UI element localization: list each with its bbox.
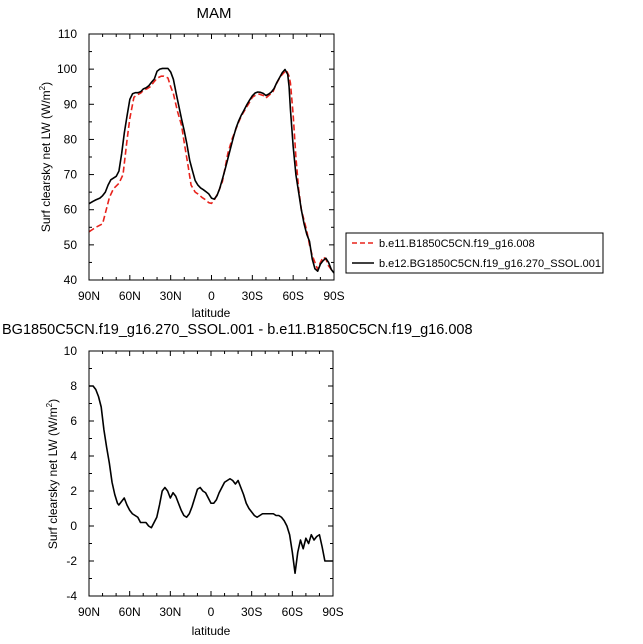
bottom-y-tick-label: -4 (66, 589, 77, 603)
bottom-chart: BG1850C5CN.f19_g16.270_SSOL.001 - b.e11.… (2, 322, 473, 638)
top-y-axis-label: Surf clearsky net LW (W/m2) (38, 82, 53, 232)
bottom-x-tick-label: 30S (241, 605, 262, 619)
top-y-axis-label-base: Surf clearsky net LW (W/m (39, 90, 53, 232)
top-x-tick-label: 0 (208, 289, 215, 303)
top-y-axis-label-sup: 2 (38, 85, 47, 90)
top-plot-area: 90N 60N 30N 0 30S 60S 90S 40 50 60 70 80 90 100 110 (57, 27, 345, 303)
top-y-tick-label: 90 (64, 97, 78, 111)
top-x-tick-label: 90N (78, 289, 100, 303)
top-x-axis-label: latitude (192, 306, 231, 320)
bottom-y-axis-label-base: Surf clearsky net LW (W/m (46, 407, 60, 549)
legend: b.e11.B1850C5CN.f19_g16.008 b.e12.BG1850… (345, 232, 604, 274)
bottom-x-tick-label: 60S (282, 605, 303, 619)
top-y-tick-label: 40 (64, 273, 78, 287)
bottom-y-tick-label: -2 (66, 554, 77, 568)
top-y-axis-label-end: ) (39, 82, 53, 86)
top-y-tick-label: 70 (64, 168, 78, 182)
legend-label-case2: b.e12.BG1850C5CN.f19_g16.270_SSOL.001 (379, 258, 601, 270)
bottom-x-tick-label: 90N (78, 605, 100, 619)
bottom-y-tick-label: 4 (70, 449, 77, 463)
top-series-line-2 (88, 67, 335, 274)
bottom-y-tick-label: 6 (70, 414, 77, 428)
bottom-plot-area: 90N 60N 30N 0 30S 60S 90S -4 -2 0 2 4 6 8 10 (64, 344, 344, 619)
bottom-y-axis-label-end: ) (46, 399, 60, 403)
top-y-tick-label: 80 (64, 132, 78, 146)
bottom-series-line-1 (89, 385, 333, 575)
legend-box (345, 232, 604, 274)
legend-label-case1: b.e11.B1850C5CN.f19_g16.008 (379, 238, 535, 250)
top-chart-title: MAM (197, 5, 232, 22)
bottom-x-tick-label: 0 (208, 605, 215, 619)
top-x-tick-label: 30N (160, 289, 182, 303)
top-x-tick-label: 60N (119, 289, 141, 303)
bottom-x-tick-label: 60N (119, 605, 141, 619)
bottom-y-tick-label: 10 (64, 344, 78, 358)
top-series-line-1 (88, 69, 335, 272)
bottom-y-axis-label: Surf clearsky net LW (W/m2) (45, 399, 60, 549)
bottom-y-tick-label: 0 (70, 519, 77, 533)
bottom-y-tick-label: 8 (70, 379, 77, 393)
top-y-tick-label: 60 (64, 203, 78, 217)
bottom-y-tick-label: 2 (70, 484, 77, 498)
bottom-x-tick-label: 30N (159, 605, 181, 619)
top-y-tick-label: 50 (64, 238, 78, 252)
top-y-tick-label: 110 (58, 27, 77, 41)
top-x-tick-label: 90S (323, 289, 344, 303)
bottom-x-axis-label: latitude (192, 624, 231, 638)
bottom-chart-title: BG1850C5CN.f19_g16.270_SSOL.001 - b.e11.… (2, 322, 473, 338)
bottom-x-tick-label: 90S (322, 605, 343, 619)
top-x-tick-label: 30S (242, 289, 263, 303)
bottom-y-axis-label-sup: 2 (45, 402, 54, 407)
top-x-tick-label: 60S (282, 289, 303, 303)
top-chart: MAM 90N 60N 30N 0 30S 60S 90S 40 50 60 70 80 90 100 11… (38, 5, 604, 320)
top-plot-frame (88, 33, 335, 281)
top-y-tick-label: 100 (57, 62, 77, 76)
